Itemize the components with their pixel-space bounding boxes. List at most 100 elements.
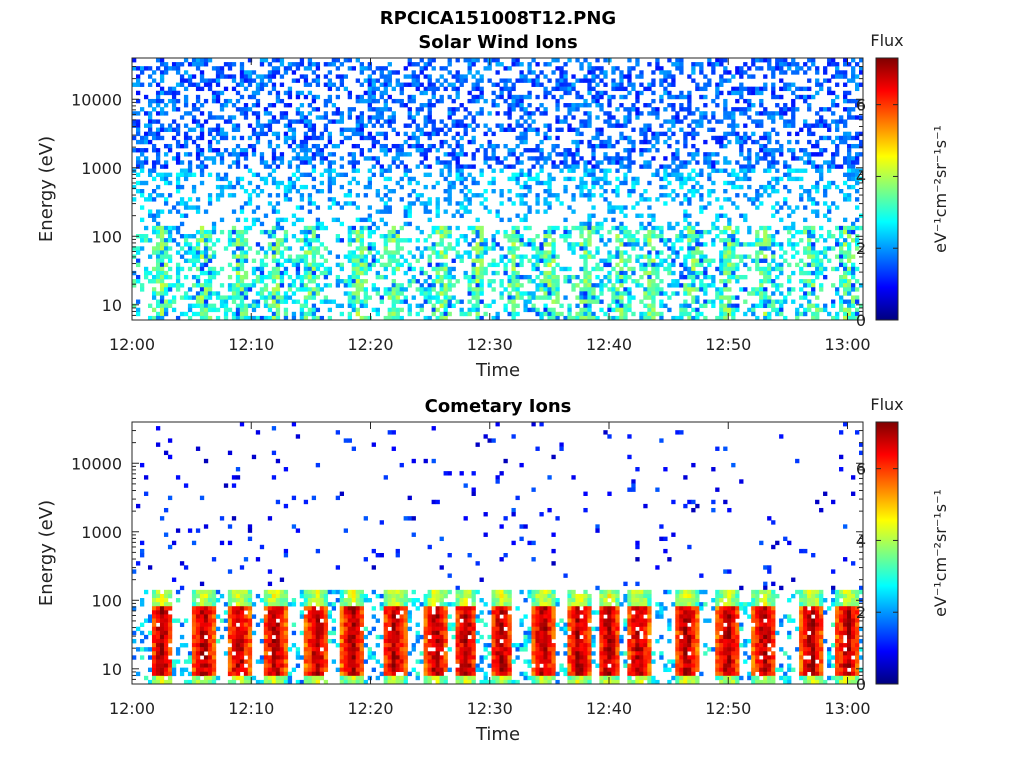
heat-cell: [383, 135, 388, 141]
heat-cell: [243, 164, 249, 169]
heat-cell: [283, 307, 289, 313]
heat-cell: [727, 131, 732, 137]
heat-cell: [543, 107, 548, 112]
heat-cell: [571, 127, 576, 132]
heat-cell: [695, 315, 700, 321]
heat-cell: [843, 242, 848, 247]
heat-cell: [279, 274, 285, 280]
heat-cell: [575, 311, 580, 317]
heat-cell: [331, 160, 337, 165]
heat-cell: [671, 62, 676, 67]
heat-cell: [583, 74, 588, 79]
heat-cell: [431, 311, 436, 317]
heat-cell: [303, 315, 309, 321]
heat-cell: [543, 135, 548, 141]
heat-cell: [451, 156, 456, 161]
heat-cell: [207, 238, 213, 243]
heat-cell: [759, 58, 764, 63]
heat-cell: [367, 180, 372, 186]
heat-cell: [555, 262, 560, 268]
heat-cell: [455, 123, 460, 128]
heat-cell: [655, 111, 660, 116]
heat-cell: [299, 139, 305, 145]
heat-cell: [447, 143, 452, 149]
heat-cell: [143, 234, 149, 239]
heat-cell: [135, 274, 141, 280]
heat-cell: [847, 242, 852, 247]
heat-cell: [811, 242, 816, 247]
heat-cell: [135, 148, 141, 153]
heat-cell: [155, 94, 161, 100]
heat-cell: [371, 156, 376, 161]
heat-cell: [707, 262, 712, 268]
heat-cell: [499, 258, 504, 263]
heat-cell: [715, 119, 720, 124]
heat-cell: [507, 86, 512, 92]
heat-cell: [271, 303, 277, 309]
heat-cell: [251, 299, 257, 304]
heat-cell: [555, 225, 560, 231]
heat-cell: [611, 123, 616, 128]
heat-cell: [719, 311, 724, 317]
heat-cell: [795, 70, 800, 75]
heat-cell: [555, 299, 560, 304]
heat-cell: [591, 156, 596, 161]
heat-cell: [691, 111, 696, 116]
heat-cell: [323, 123, 329, 128]
heat-cell: [575, 160, 580, 165]
heat-cell: [239, 209, 245, 214]
heat-cell: [623, 119, 628, 124]
heat-cell: [811, 197, 816, 202]
heat-cell: [619, 274, 624, 280]
heat-cell: [455, 254, 460, 259]
heat-cell: [507, 299, 512, 304]
heat-cell: [507, 123, 512, 128]
heat-cell: [355, 160, 360, 165]
heat-cell: [159, 107, 165, 112]
heat-cell: [815, 295, 820, 300]
heat-cell: [607, 139, 612, 145]
heat-cell: [527, 258, 532, 263]
heat-cell: [675, 152, 680, 157]
heat-cell: [543, 94, 548, 100]
heat-cell: [395, 291, 400, 296]
heat-cell: [447, 274, 452, 280]
heat-cell: [319, 221, 325, 227]
heat-cell: [547, 172, 552, 178]
heat-cell: [355, 180, 360, 186]
heat-cell: [567, 82, 572, 87]
heat-cell: [439, 160, 444, 165]
heat-cell: [499, 295, 504, 300]
heat-cell: [155, 291, 161, 296]
heat-cell: [591, 205, 596, 210]
heat-cell: [643, 86, 648, 92]
heat-cell: [215, 148, 221, 153]
heat-cell: [431, 266, 436, 272]
heat-cell: [271, 250, 277, 255]
heat-cell: [211, 291, 217, 296]
heat-cell: [795, 94, 800, 100]
heat-cell: [411, 82, 416, 87]
heat-cell: [235, 238, 241, 243]
heat-cell: [739, 135, 744, 141]
heat-cell: [539, 139, 544, 145]
heat-cell: [611, 94, 616, 100]
heat-cell: [567, 266, 572, 272]
heat-cell: [371, 115, 376, 120]
heat-cell: [523, 291, 528, 296]
heat-cell: [159, 62, 165, 67]
heat-cell: [287, 143, 293, 149]
heat-cell: [163, 225, 169, 231]
heat-cell: [819, 123, 824, 128]
heat-cell: [715, 266, 720, 272]
heat-cell: [731, 119, 736, 124]
heat-cell: [211, 148, 217, 153]
heat-cell: [423, 115, 428, 120]
heat-cell: [355, 295, 360, 300]
heat-cell: [135, 279, 141, 284]
heat-cell: [803, 62, 808, 67]
heat-cell: [271, 266, 277, 272]
heat-cell: [747, 98, 752, 104]
heat-cell: [543, 229, 548, 235]
heat-cell: [843, 90, 848, 96]
